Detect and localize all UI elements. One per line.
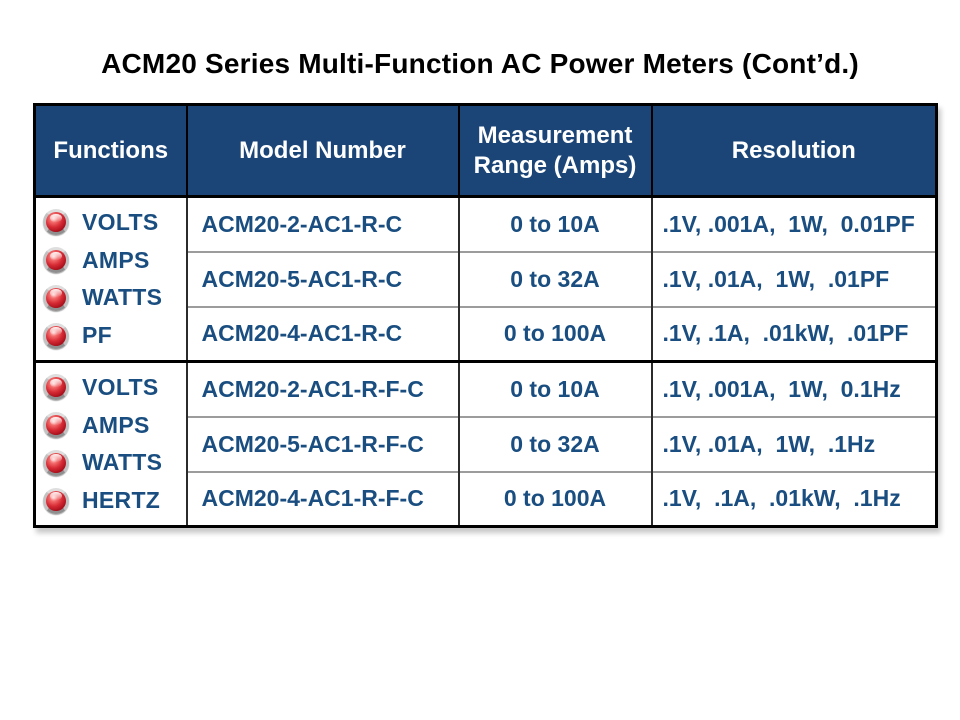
led-icon — [43, 322, 69, 349]
resolution-cell: .1V, .1A, .01kW, .01PF — [650, 305, 937, 362]
table-container: Functions Model Number Measurement Range… — [33, 103, 938, 528]
column-header-resolution: Resolution — [650, 104, 937, 198]
range-cell: 0 to 32A — [457, 415, 652, 472]
model-number-cell: ACM20-4-AC1-R-C — [185, 305, 459, 362]
functions-cell-group1: VOLTS AMPS WATTS — [34, 196, 187, 362]
column-header-functions: Functions — [34, 104, 187, 198]
led-icon — [43, 374, 69, 401]
resolution-cell: .1V, .001A, 1W, 0.1Hz — [650, 360, 937, 417]
resolution-cell: .1V, .01A, 1W, .1Hz — [650, 415, 937, 472]
function-item: WATTS — [43, 284, 186, 311]
function-label: PF — [82, 322, 112, 349]
function-item: WATTS — [43, 449, 186, 476]
page-title: ACM20 Series Multi-Function AC Power Met… — [101, 48, 859, 79]
model-number-cell: ACM20-5-AC1-R-F-C — [185, 415, 459, 472]
function-item: AMPS — [43, 412, 186, 439]
led-icon — [43, 449, 69, 476]
table-row: VOLTS AMPS WATTS — [34, 196, 937, 362]
function-label: WATTS — [82, 449, 163, 476]
function-item: VOLTS — [43, 209, 186, 236]
function-label: VOLTS — [82, 208, 159, 235]
function-item: HERTZ — [43, 487, 186, 514]
led-icon — [43, 487, 69, 514]
range-cell: 0 to 32A — [457, 250, 652, 307]
range-cell: 0 to 10A — [457, 360, 652, 417]
function-label: VOLTS — [82, 373, 159, 400]
led-icon — [43, 209, 69, 236]
model-number-cell: ACM20-2-AC1-R-F-C — [185, 360, 459, 417]
functions-list: VOLTS AMPS WATTS — [36, 198, 186, 360]
range-cell: 0 to 100A — [457, 305, 652, 362]
function-item: VOLTS — [43, 374, 186, 401]
range-cell: 0 to 100A — [457, 470, 652, 527]
led-icon — [43, 247, 69, 274]
column-header-measurement-range: Measurement Range (Amps) — [457, 104, 652, 198]
table-row: ACM20-5-AC1-R-F-C 0 to 32A .1V, .01A, 1W… — [35, 415, 937, 472]
function-label: WATTS — [82, 284, 163, 311]
function-label: AMPS — [82, 411, 150, 438]
function-label: HERTZ — [82, 487, 161, 514]
functions-cell-group2: VOLTS AMPS WATTS — [34, 360, 187, 527]
model-number-cell: ACM20-4-AC1-R-F-C — [185, 470, 459, 527]
led-icon — [43, 284, 69, 311]
resolution-cell: .1V, .01A, 1W, .01PF — [650, 250, 937, 307]
led-icon — [43, 412, 69, 439]
model-number-cell: ACM20-5-AC1-R-C — [185, 250, 459, 307]
function-item: PF — [43, 322, 186, 349]
functions-list: VOLTS AMPS WATTS — [36, 363, 186, 525]
function-item: AMPS — [43, 247, 186, 274]
table-header-row: Functions Model Number Measurement Range… — [34, 104, 937, 198]
table-row: ACM20-4-AC1-R-C 0 to 100A .1V, .1A, .01k… — [35, 305, 937, 362]
table-row: VOLTS AMPS WATTS — [34, 360, 937, 527]
range-cell: 0 to 10A — [457, 196, 652, 252]
power-meters-table: Functions Model Number Measurement Range… — [33, 103, 938, 528]
column-header-model-number: Model Number — [185, 104, 459, 198]
function-label: AMPS — [82, 246, 150, 273]
table-row: ACM20-4-AC1-R-F-C 0 to 100A .1V, .1A, .0… — [35, 470, 937, 527]
table-row: ACM20-5-AC1-R-C 0 to 32A .1V, .01A, 1W, … — [35, 250, 937, 307]
model-number-cell: ACM20-2-AC1-R-C — [185, 196, 459, 252]
resolution-cell: .1V, .001A, 1W, 0.01PF — [650, 196, 937, 252]
resolution-cell: .1V, .1A, .01kW, .1Hz — [650, 470, 937, 527]
